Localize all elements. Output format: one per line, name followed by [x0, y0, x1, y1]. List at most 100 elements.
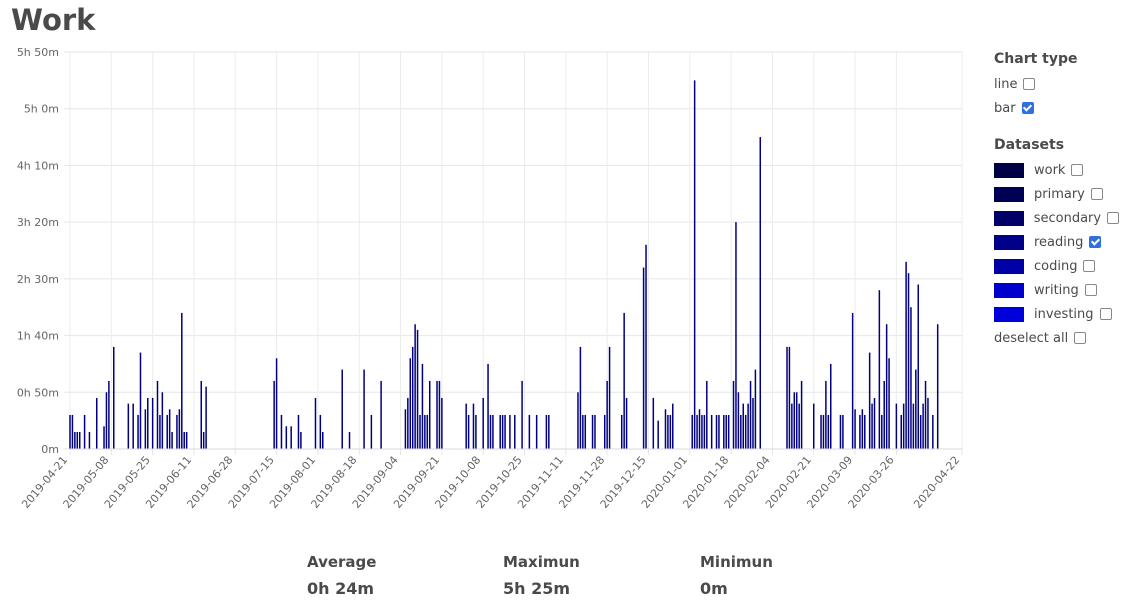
chart-type-line-checkbox[interactable] — [1023, 78, 1036, 90]
bar — [584, 414, 587, 449]
bar — [492, 414, 494, 449]
bar — [910, 307, 912, 449]
bar — [642, 267, 645, 449]
bar — [200, 380, 202, 449]
bar — [300, 431, 302, 449]
bar — [178, 409, 181, 449]
dataset-label: work — [1034, 162, 1066, 178]
bar — [917, 284, 919, 449]
bar — [83, 414, 86, 449]
bar — [786, 346, 788, 449]
bar — [341, 369, 343, 449]
bar — [103, 426, 105, 449]
bar — [754, 369, 757, 449]
bar — [176, 414, 178, 449]
bar — [348, 431, 351, 449]
chart-type-bar-checkbox[interactable] — [1021, 102, 1034, 114]
bar — [793, 392, 796, 449]
bar — [297, 414, 300, 449]
bar — [76, 431, 79, 449]
bar — [936, 324, 939, 449]
dataset-swatch — [994, 258, 1024, 274]
dataset-label: secondary — [1033, 210, 1102, 226]
stat-maximum-value: 5h 25m — [503, 579, 571, 598]
bar — [436, 380, 438, 449]
dataset-item-investing[interactable]: investing — [994, 302, 1119, 326]
bar — [548, 414, 550, 449]
bar — [74, 431, 76, 449]
bar — [411, 346, 414, 449]
bar — [489, 414, 492, 449]
bar — [319, 414, 322, 449]
bar — [487, 363, 489, 449]
bar — [839, 414, 842, 449]
bar — [672, 403, 674, 449]
bar — [591, 414, 594, 449]
bar — [132, 403, 134, 449]
bar — [528, 414, 531, 449]
deselect-all[interactable]: deselect all — [994, 326, 1119, 350]
bar — [501, 414, 504, 449]
dataset-checkbox-secondary[interactable] — [1107, 212, 1119, 224]
bar — [723, 414, 725, 449]
deselect-all-checkbox[interactable] — [1074, 332, 1087, 344]
bar — [830, 363, 832, 449]
dataset-checkbox-coding[interactable] — [1083, 260, 1096, 272]
stat-average-label: Average — [307, 553, 377, 571]
y-tick-label: 3h 20m — [17, 216, 59, 229]
bar — [428, 380, 431, 449]
bar — [795, 392, 798, 449]
bar — [419, 414, 421, 449]
bar — [579, 346, 582, 449]
bar — [168, 409, 171, 449]
bar — [744, 414, 747, 449]
bar — [895, 403, 898, 449]
bar — [851, 312, 854, 449]
dataset-item-writing[interactable]: writing — [994, 278, 1119, 302]
dataset-checkbox-work[interactable] — [1071, 164, 1084, 176]
stat-minimum-value: 0m — [700, 579, 728, 598]
bar — [737, 392, 740, 449]
bar — [514, 414, 516, 449]
chart-type-bar-label: bar — [994, 100, 1016, 116]
bar — [742, 403, 744, 449]
dataset-label: coding — [1034, 258, 1078, 274]
dataset-item-primary[interactable]: primary — [994, 182, 1119, 206]
bar — [657, 420, 659, 449]
page-title: Work — [11, 3, 96, 37]
bar — [545, 414, 548, 449]
bar — [280, 414, 283, 449]
bar — [105, 392, 108, 449]
dataset-label: primary — [1034, 186, 1085, 202]
chart-type-line[interactable]: line — [994, 72, 1119, 96]
chart-type-heading: Chart type — [994, 51, 1078, 67]
dataset-swatch — [994, 162, 1024, 178]
y-tick-label: 1h 40m — [17, 330, 59, 343]
bar — [606, 380, 608, 449]
bar — [827, 414, 830, 449]
dataset-item-reading[interactable]: reading — [994, 230, 1119, 254]
dataset-checkbox-primary[interactable] — [1090, 188, 1103, 200]
dataset-item-secondary[interactable]: secondary — [994, 206, 1119, 230]
bar — [113, 346, 115, 449]
dataset-checkbox-writing[interactable] — [1084, 284, 1097, 296]
bar — [696, 414, 698, 449]
dataset-checkbox-investing[interactable] — [1099, 308, 1112, 320]
bar — [854, 409, 856, 449]
bar — [927, 397, 929, 449]
bar — [363, 369, 365, 449]
chart-type-bar[interactable]: bar — [994, 96, 1119, 120]
chart-grid — [69, 51, 963, 450]
bar — [202, 431, 205, 449]
bar — [421, 363, 424, 449]
bar — [885, 324, 888, 449]
dataset-item-work[interactable]: work — [994, 158, 1119, 182]
dataset-item-coding[interactable]: coding — [994, 254, 1119, 278]
bar — [693, 80, 696, 450]
dataset-checkbox-reading[interactable] — [1089, 236, 1102, 248]
bar — [922, 403, 924, 449]
bar — [594, 414, 596, 449]
bar — [322, 431, 324, 449]
bar — [859, 414, 861, 449]
bar — [667, 414, 669, 449]
